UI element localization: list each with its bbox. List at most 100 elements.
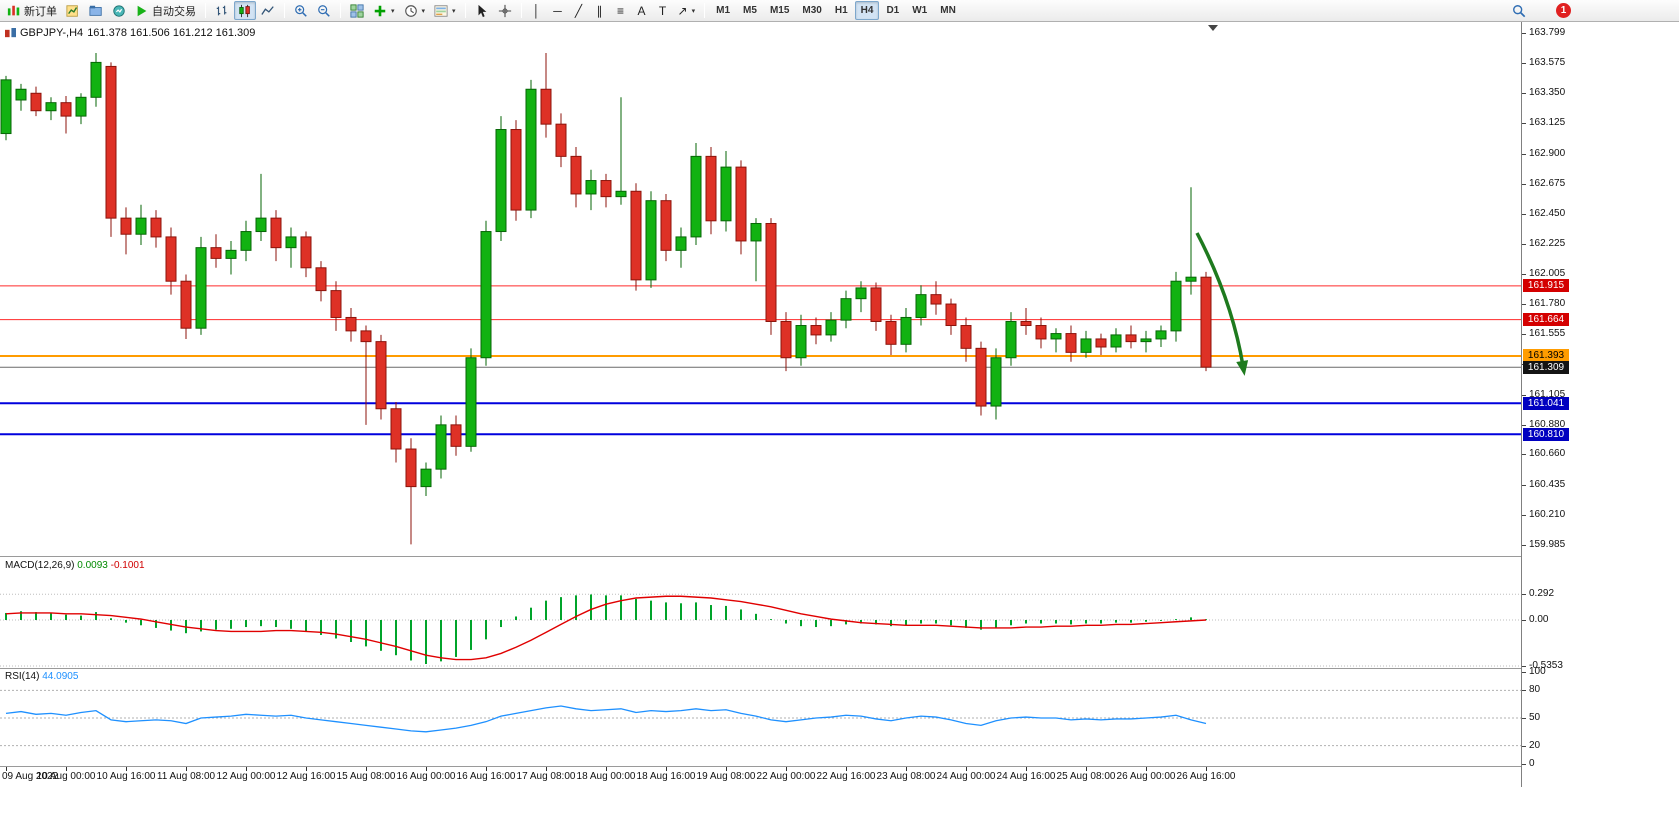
candle xyxy=(1035,317,1047,349)
new-chart-button[interactable] xyxy=(62,1,84,20)
candle xyxy=(720,150,732,232)
price-axis[interactable]: 163.799 163.575 163.350 163.125 162.900 162.6… xyxy=(1522,22,1679,787)
chart-shift-marker[interactable] xyxy=(1208,25,1218,31)
horizontal-line-tool[interactable]: ─ xyxy=(548,1,568,20)
timeframe-m15[interactable]: M15 xyxy=(764,1,795,20)
line-chart-icon xyxy=(261,5,274,15)
candle xyxy=(1125,325,1137,349)
axis-tick xyxy=(1522,594,1526,596)
text-tool[interactable]: A xyxy=(632,1,652,20)
zoom-in-button[interactable] xyxy=(290,1,312,20)
macd-canvas[interactable] xyxy=(0,556,1521,668)
candle xyxy=(615,97,627,205)
price-axis-border xyxy=(1521,22,1522,787)
rsi-canvas[interactable] xyxy=(0,668,1521,766)
timeframe-label: M15 xyxy=(769,5,790,16)
tile-windows-button[interactable] xyxy=(346,1,368,20)
new-chart-icon xyxy=(66,4,78,17)
one-click-trading-icon[interactable] xyxy=(5,27,16,39)
axis-tick xyxy=(1522,244,1526,246)
candle xyxy=(435,415,447,479)
search-button[interactable] xyxy=(1508,1,1530,20)
toolbar-right-group: 1 xyxy=(1508,1,1571,20)
equidistant-channel-tool[interactable]: ∥ xyxy=(590,1,610,20)
timeframe-mn[interactable]: MN xyxy=(934,1,962,20)
rsi-indicator-label: RSI(14) 44.0905 xyxy=(5,671,78,682)
rsi-axis-label: 0 xyxy=(1529,758,1535,769)
time-axis-label: 24 Aug 00:00 xyxy=(936,771,996,782)
time-axis-label: 18 Aug 00:00 xyxy=(576,771,636,782)
vertical-line-tool[interactable]: │ xyxy=(527,1,547,20)
candle xyxy=(285,227,297,268)
text-label-tool[interactable]: T xyxy=(653,1,673,20)
time-axis[interactable]: 09 Aug 2022 10 Aug 00:00 10 Aug 16:00 11 Au… xyxy=(0,767,1521,787)
fibonacci-tool[interactable]: ≡ xyxy=(611,1,631,20)
new-order-button[interactable]: 新订单 xyxy=(3,1,61,20)
new-order-icon xyxy=(7,5,20,15)
time-axis-tick xyxy=(546,767,547,771)
candle xyxy=(930,281,942,315)
timeframe-label: H4 xyxy=(860,5,874,16)
profiles-button[interactable] xyxy=(85,1,107,20)
rsi-axis-label: 100 xyxy=(1529,666,1546,677)
axis-tick xyxy=(1522,545,1526,546)
chart-symbol-period: GBPJPY-,H4 xyxy=(20,27,84,39)
cursor-button[interactable] xyxy=(471,1,493,20)
candle xyxy=(450,415,462,456)
candle xyxy=(135,204,147,245)
rsi-value: 44.0905 xyxy=(42,671,79,682)
macd-axis-label: 0.00 xyxy=(1529,614,1549,625)
main-chart-canvas[interactable] xyxy=(0,22,1521,556)
axis-tick xyxy=(1522,394,1526,396)
timeframe-w1[interactable]: W1 xyxy=(906,1,933,20)
candle xyxy=(30,86,42,117)
timeframe-m1[interactable]: M1 xyxy=(710,1,736,20)
time-axis-label: 26 Aug 16:00 xyxy=(1176,771,1236,782)
panel-separator[interactable] xyxy=(0,556,1679,557)
profiles-icon xyxy=(89,5,102,16)
notification-badge[interactable]: 1 xyxy=(1556,3,1571,18)
candle xyxy=(345,308,357,342)
time-axis-tick xyxy=(1086,767,1087,771)
price-badge: 161.915 xyxy=(1523,279,1569,293)
indicators-button[interactable]: ▾ xyxy=(369,1,399,20)
timeframe-h1[interactable]: H1 xyxy=(829,1,854,20)
time-axis-label: 19 Aug 08:00 xyxy=(696,771,756,782)
drawn-arrow-object[interactable] xyxy=(1195,232,1245,367)
auto-trading-button[interactable]: 自动交易 xyxy=(131,1,200,20)
templates-button[interactable]: ▾ xyxy=(430,1,460,20)
time-axis-label: 09 Aug 2022 xyxy=(2,771,59,782)
candle xyxy=(105,62,117,237)
bar-chart-button[interactable] xyxy=(211,1,233,20)
candle xyxy=(825,312,837,342)
arrows-tool[interactable]: ↗ ▾ xyxy=(674,1,700,20)
candle xyxy=(90,53,102,107)
timeframe-d1[interactable]: D1 xyxy=(880,1,905,20)
chevron-down-icon: ▾ xyxy=(421,7,426,15)
timeframe-h4[interactable]: H4 xyxy=(854,1,880,20)
price-badge: 161.664 xyxy=(1523,313,1569,327)
timeframe-m5[interactable]: M5 xyxy=(737,1,763,20)
zoom-out-button[interactable] xyxy=(313,1,335,20)
timeframe-label: W1 xyxy=(912,5,928,16)
rsi-axis-label: 50 xyxy=(1529,712,1541,723)
timeframe-m30[interactable]: M30 xyxy=(796,1,827,20)
time-axis-tick xyxy=(366,767,367,771)
price-axis-label: 163.350 xyxy=(1529,87,1566,99)
candle xyxy=(510,120,522,221)
macd-signal-value: -0.1001 xyxy=(110,560,145,571)
panel-separator[interactable] xyxy=(0,668,1679,669)
candle xyxy=(150,210,162,248)
trendline-tool[interactable]: ╱ xyxy=(569,1,589,20)
periods-button[interactable]: ▾ xyxy=(400,1,430,20)
axis-tick xyxy=(1522,514,1526,516)
market-watch-button[interactable] xyxy=(108,1,130,20)
candlestick-chart-button[interactable] xyxy=(234,1,256,20)
line-chart-button[interactable] xyxy=(257,1,279,20)
crosshair-button[interactable] xyxy=(494,1,516,20)
axis-tick xyxy=(1522,764,1526,765)
arrow-icon: ↗ xyxy=(677,3,688,18)
candle xyxy=(690,142,702,245)
candle xyxy=(660,193,672,262)
candle xyxy=(465,348,477,452)
